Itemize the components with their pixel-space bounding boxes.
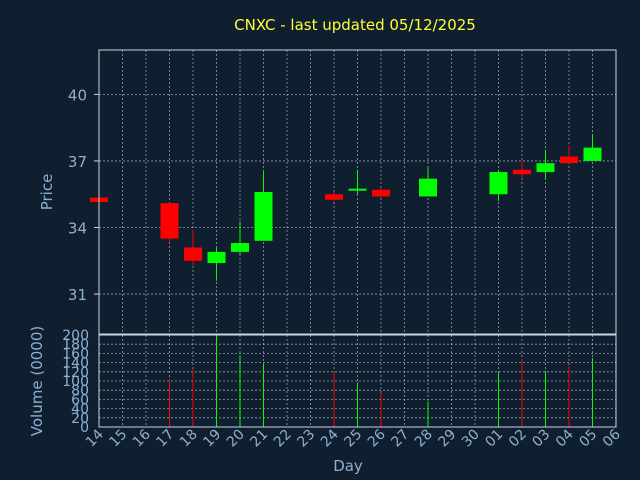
candle-body <box>207 251 226 263</box>
candle-body <box>419 178 437 197</box>
candle-body <box>513 169 531 175</box>
candle-body <box>583 147 602 161</box>
price-tick-label: 40 <box>68 86 87 104</box>
x-tick-label: 23 <box>294 427 318 451</box>
price-panel-frame <box>98 49 617 335</box>
x-tick-label: 25 <box>341 427 365 451</box>
price-tick-label: 37 <box>68 153 87 171</box>
volume-tick-label: 80 <box>71 383 89 399</box>
price-tick-label: 34 <box>68 220 87 238</box>
candle-body <box>184 247 202 261</box>
volume-tick-label: 180 <box>62 337 89 353</box>
volume-tick-label: 120 <box>62 365 89 381</box>
x-tick-label: 18 <box>177 427 201 451</box>
x-tick-label: 01 <box>482 427 506 451</box>
x-tick-label: 02 <box>506 427 530 451</box>
price-axis-label: Price <box>38 174 56 211</box>
x-tick-label: 22 <box>271 427 295 451</box>
x-tick-labels: 14 15 16 17 18 19 20 21 22 23 24 25 26 27 28 29 30 01 02 03… <box>83 426 624 450</box>
candle-body <box>560 156 578 164</box>
x-tick-label: 20 <box>224 427 248 451</box>
candle-body <box>348 188 367 191</box>
volume-tick-label: 60 <box>71 392 89 408</box>
x-tick-label: 17 <box>153 427 177 451</box>
x-tick-label: 05 <box>576 427 600 451</box>
volume-tick-label: 40 <box>71 402 89 418</box>
volume-tick-label: 20 <box>71 411 89 427</box>
x-tick-label: 16 <box>130 426 154 450</box>
candle-body <box>489 172 508 195</box>
volume-axis-label: Volume (0000) <box>28 326 46 436</box>
chart-title: CNXC - last updated 05/12/2025 <box>234 16 476 34</box>
price-tick-label: 31 <box>68 286 87 304</box>
x-tick-label: 15 <box>106 427 130 451</box>
volume-panel-frame <box>98 334 617 428</box>
x-tick-label: 04 <box>553 426 577 450</box>
candle-body <box>254 192 273 241</box>
volume-tick-label: 160 <box>62 346 89 362</box>
x-tick-label: 21 <box>247 427 271 451</box>
x-tick-label: 24 <box>318 426 342 450</box>
volume-tick-label: 200 <box>62 328 89 344</box>
volume-tick-label: 0 <box>80 420 89 436</box>
candle-body <box>325 194 343 200</box>
x-tick-label: 30 <box>459 427 483 451</box>
x-tick-label: 26 <box>365 426 389 450</box>
x-tick-label: 28 <box>412 427 436 451</box>
price-panel: 31 34 37 40 <box>68 49 617 335</box>
candle-body <box>231 243 249 252</box>
candle-body <box>160 203 179 239</box>
x-tick-label: 29 <box>435 427 459 451</box>
candle-body <box>536 163 555 173</box>
x-tick-label: 27 <box>388 427 412 451</box>
candle-body <box>372 189 390 197</box>
x-tick-label: 19 <box>200 427 224 451</box>
x-tick-label: 03 <box>529 427 553 451</box>
x-tick-label: 06 <box>600 426 624 450</box>
x-axis-label: Day <box>333 457 363 475</box>
volume-tick-label: 140 <box>62 356 89 372</box>
volume-tick-label: 100 <box>62 374 89 390</box>
